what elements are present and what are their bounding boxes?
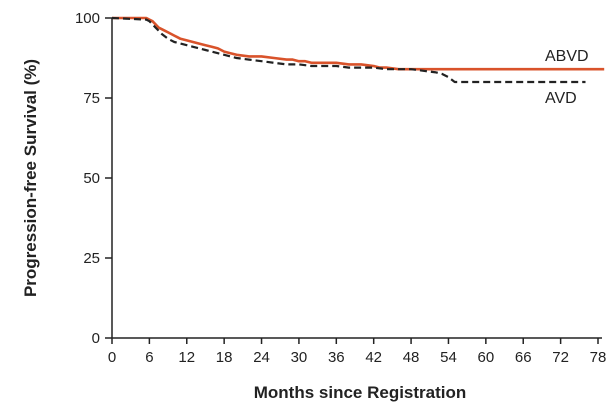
y-ticks: 0 25 50 75 100 xyxy=(75,10,112,347)
series-label-avd: AVD xyxy=(545,90,577,107)
x-tick-label: 66 xyxy=(515,349,532,366)
series-line-abvd xyxy=(112,16,605,71)
x-ticks: 0 6 12 18 24 30 36 42 48 54 60 66 72 78 xyxy=(108,338,607,366)
x-tick-label: 12 xyxy=(178,349,195,366)
series-line-avd xyxy=(111,16,586,84)
y-tick-label: 75 xyxy=(83,90,100,107)
x-tick-label: 54 xyxy=(440,349,457,366)
x-tick-label: 24 xyxy=(253,349,270,366)
x-tick-label: 36 xyxy=(328,349,345,366)
x-axis-title: Months since Registration xyxy=(254,383,467,402)
y-tick-label: 100 xyxy=(75,10,100,27)
x-tick-label: 6 xyxy=(145,349,153,366)
x-tick-label: 30 xyxy=(291,349,308,366)
y-axis-title: Progression-free Survival (%) xyxy=(21,59,40,297)
x-tick-label: 42 xyxy=(365,349,382,366)
y-tick-label: 50 xyxy=(83,170,100,187)
series-label-abvd: ABVD xyxy=(545,48,589,65)
y-tick-label: 25 xyxy=(83,250,100,267)
x-tick-label: 18 xyxy=(216,349,233,366)
series-labels: ABVD AVD xyxy=(545,48,589,107)
axes xyxy=(111,18,602,339)
x-tick-label: 72 xyxy=(552,349,569,366)
x-tick-label: 48 xyxy=(403,349,420,366)
x-tick-label: 60 xyxy=(478,349,495,366)
x-tick-label: 0 xyxy=(108,349,116,366)
y-tick-label: 0 xyxy=(92,330,100,347)
plot-lines xyxy=(111,16,605,84)
x-tick-label: 78 xyxy=(590,349,607,366)
